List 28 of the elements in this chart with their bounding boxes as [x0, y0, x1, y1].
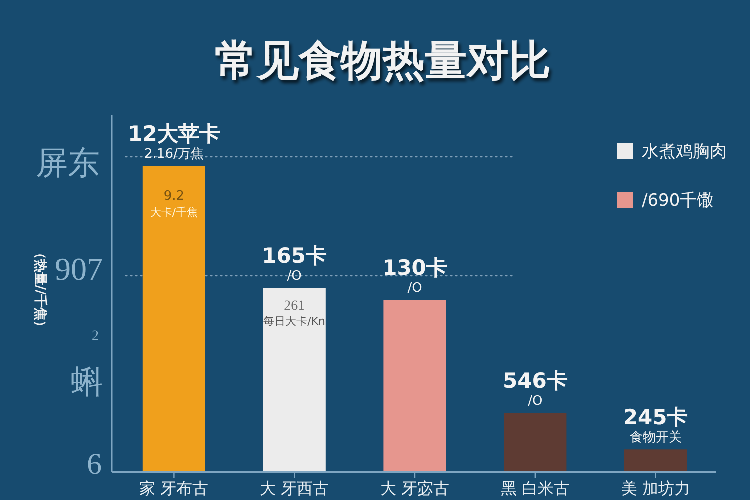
- axis-note: 2: [92, 329, 99, 344]
- x-tick-label: 美 加坊力: [621, 479, 690, 498]
- bar-note: 每日大卡/Kn: [264, 315, 326, 328]
- value-subnote: 食物开关: [630, 430, 682, 446]
- value-note: 245卡: [623, 406, 688, 430]
- x-tick-label: 黑 白米古: [500, 479, 570, 498]
- value-subnote: /O: [528, 394, 543, 410]
- x-tick-label: 大 牙宓古: [380, 479, 450, 498]
- axis-note: 屏东: [36, 145, 100, 181]
- axis-note: 蝌: [71, 364, 103, 400]
- bar-note: 261: [284, 299, 306, 314]
- value-note: 165卡: [262, 244, 328, 268]
- value-note: 546卡: [502, 369, 568, 394]
- bar-note: 9.2: [164, 189, 185, 204]
- x-tick-label: 家 牙布古: [140, 479, 209, 498]
- value-note: 12大苹卡: [128, 122, 220, 146]
- value-subnote: /O: [287, 269, 302, 284]
- value-note: 130卡: [382, 256, 448, 280]
- bar-note: 大卡/千焦: [150, 206, 198, 219]
- x-tick-label: 大 牙西古: [260, 479, 330, 498]
- axis-note: 907: [55, 251, 103, 287]
- title: 常见食物热量对比: [215, 36, 551, 85]
- value-subnote: 2.16/万焦: [144, 147, 204, 162]
- legend-label: 水煮鸡胸肉: [642, 142, 727, 162]
- legend-label: /690千馓: [642, 191, 714, 211]
- ylabel: （热量//千焦）: [32, 246, 48, 334]
- value-subnote: /O: [408, 281, 422, 296]
- axis-note: 6: [87, 448, 102, 481]
